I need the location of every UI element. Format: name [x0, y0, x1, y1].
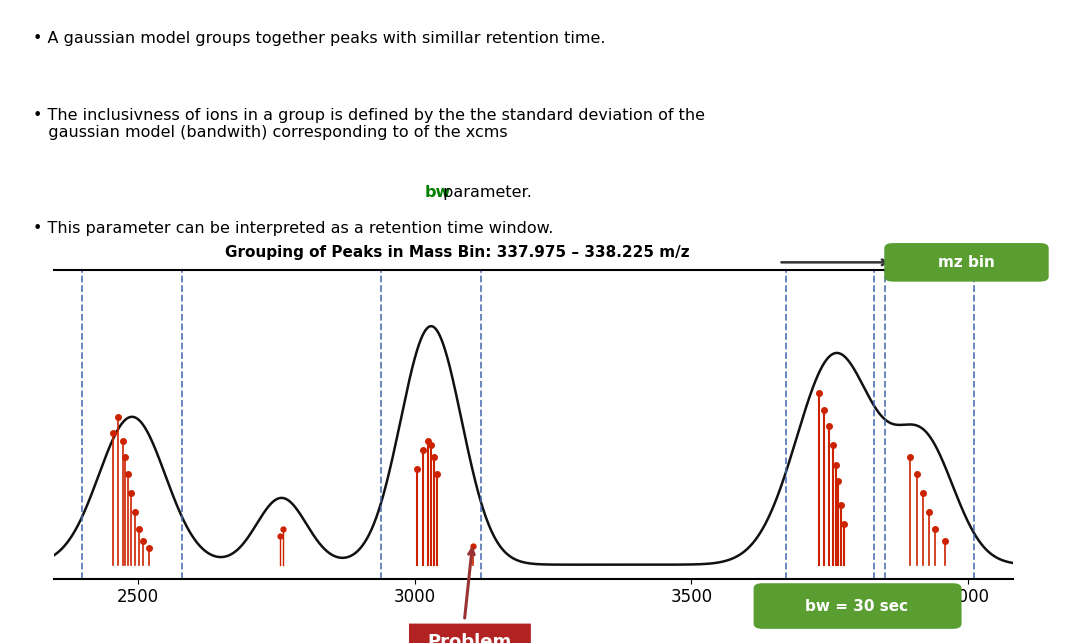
FancyBboxPatch shape: [884, 243, 1049, 282]
Text: parameter.: parameter.: [438, 185, 531, 200]
Text: Problem: Problem: [428, 633, 512, 643]
Text: mz bin: mz bin: [938, 255, 994, 270]
FancyBboxPatch shape: [754, 583, 962, 629]
Text: • The inclusivness of ions in a group is defined by the the standard deviation o: • The inclusivness of ions in a group is…: [33, 108, 705, 140]
Text: Grouping of Peaks in Mass Bin: 337.975 – 338.225 m/z: Grouping of Peaks in Mass Bin: 337.975 –…: [225, 246, 689, 260]
FancyBboxPatch shape: [409, 624, 530, 643]
Text: bw: bw: [425, 185, 451, 200]
Text: • A gaussian model groups together peaks with simillar retention time.: • A gaussian model groups together peaks…: [33, 31, 605, 46]
Text: bw = 30 sec: bw = 30 sec: [806, 599, 908, 614]
Text: • This parameter can be interpreted as a retention time window.: • This parameter can be interpreted as a…: [33, 221, 553, 236]
